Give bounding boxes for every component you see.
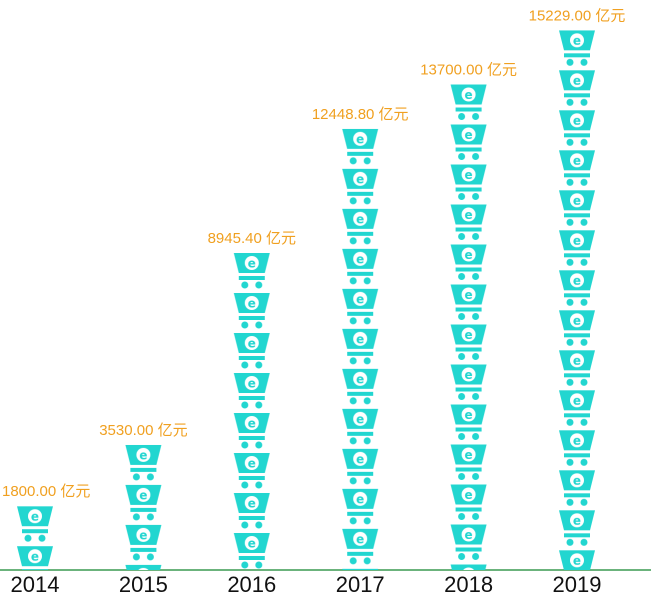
x-tick-label: 2018: [444, 572, 493, 597]
value-label: 3530.00 亿元: [99, 422, 187, 439]
value-label: 15229.00 亿元: [529, 7, 626, 24]
value-label: 13700.00 亿元: [420, 61, 517, 78]
value-label: 1800.00 亿元: [2, 483, 90, 500]
value-label: 8945.40 亿元: [208, 230, 296, 247]
x-tick-label: 2017: [336, 572, 385, 597]
bar: [17, 506, 53, 570]
value-label: 12448.80 亿元: [312, 106, 409, 123]
x-tick-label: 2015: [119, 572, 168, 597]
bar: [233, 252, 270, 571]
bar: [559, 30, 595, 570]
x-tick-label: 2016: [227, 572, 276, 597]
x-tick-label: 2014: [11, 572, 60, 597]
bar: [450, 84, 487, 570]
bar: [125, 444, 162, 570]
x-tick-label: 2019: [553, 572, 602, 597]
bar: [342, 128, 379, 571]
